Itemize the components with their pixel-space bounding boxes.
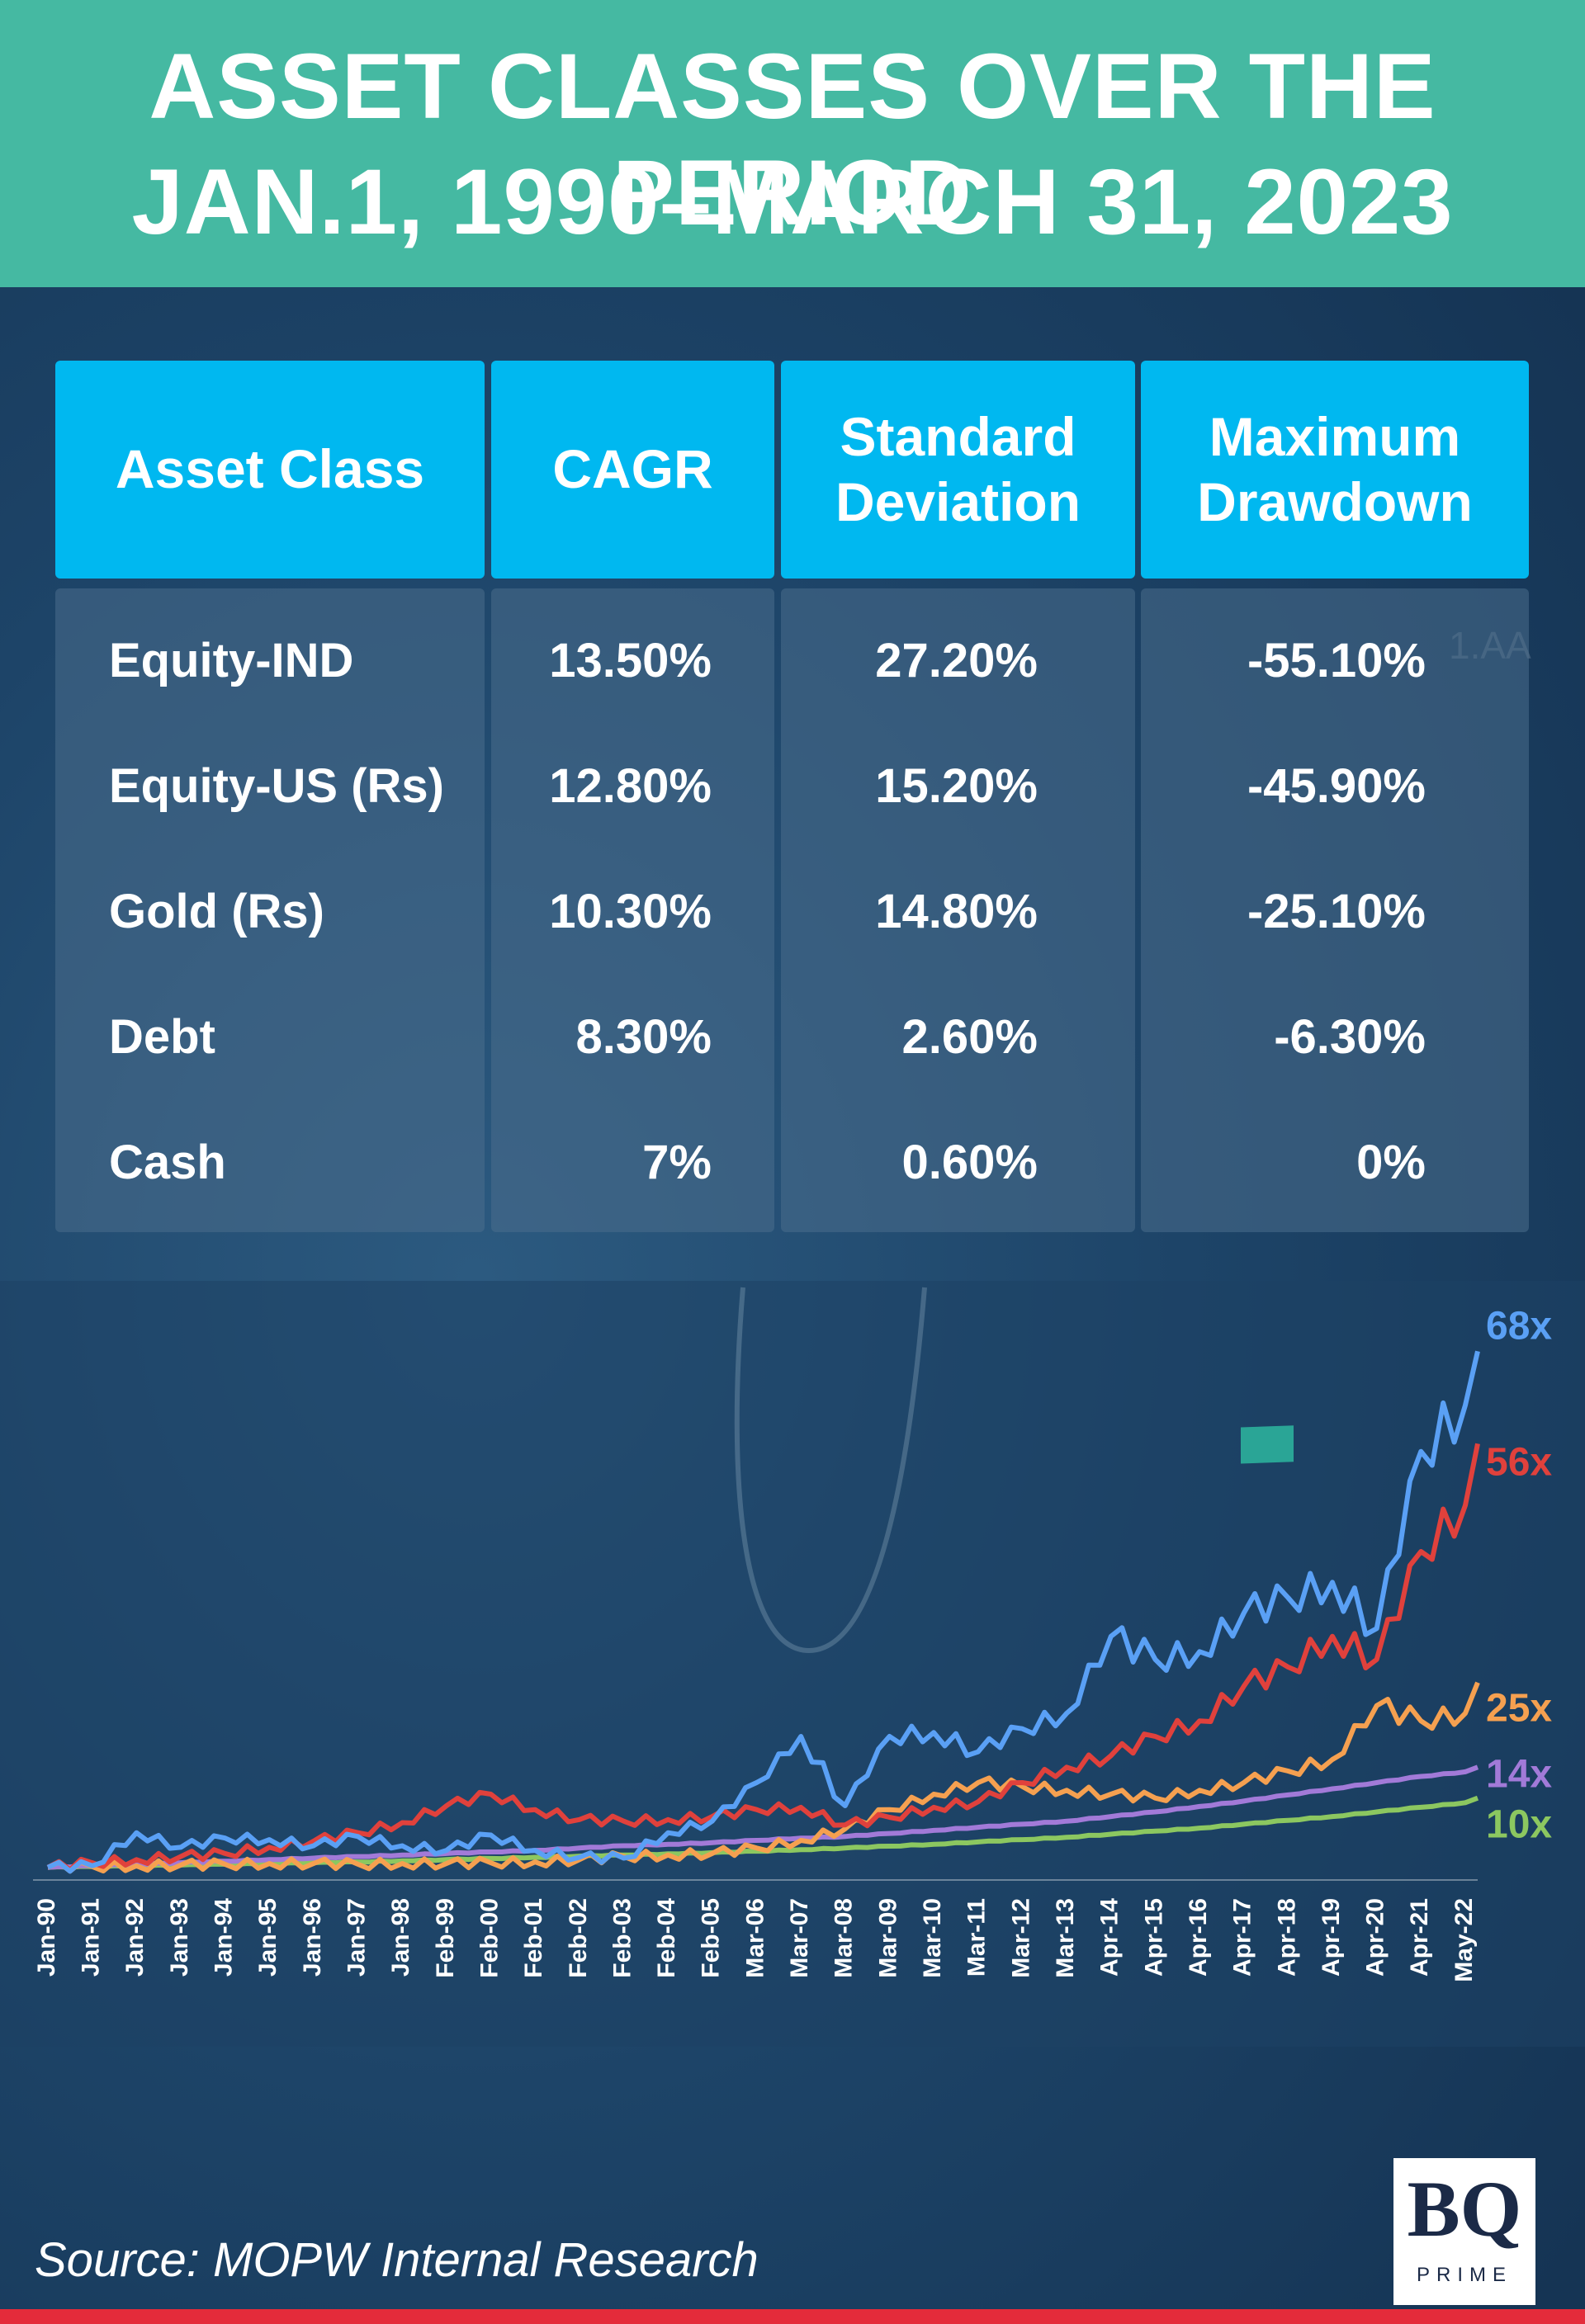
table-row-cagr: 10.30% (549, 885, 712, 938)
header-label: CAGR (552, 438, 713, 500)
table-row-cagr: 7% (642, 1136, 712, 1189)
x-tick-label: Jan-92 (121, 1898, 149, 1977)
x-tick-label: Mar-13 (1052, 1898, 1079, 1978)
x-tick-label: Mar-06 (741, 1898, 769, 1978)
table-row-asset: Equity-IND (109, 634, 354, 687)
x-tick-label: Jan-97 (343, 1898, 371, 1977)
column-maximum-drawdown (1141, 588, 1529, 1232)
bq-prime-logo: BQ PRIME (1393, 2158, 1535, 2305)
table-row-drawdown: -45.90% (1247, 759, 1426, 813)
x-tick-label: Mar-12 (1007, 1898, 1034, 1978)
logo-mark: BQ (1407, 2165, 1522, 2253)
header-cagr: CAGR (491, 361, 774, 579)
logo-subtext: PRIME (1416, 2264, 1512, 2286)
table-row-drawdown: 0% (1356, 1136, 1426, 1189)
series-line-10x (47, 1795, 1479, 1870)
table-row-std: 0.60% (901, 1136, 1038, 1189)
source-note: Source: MOPW Internal Research (35, 2233, 759, 2287)
header-standard-deviation: Standard Deviation (781, 361, 1135, 579)
series-line-14x (47, 1764, 1479, 1870)
x-tick-label: Feb-05 (698, 1898, 725, 1978)
table-row-cagr: 13.50% (549, 634, 712, 687)
x-tick-label: Jan-93 (166, 1898, 193, 1977)
x-tick-label: Apr-18 (1273, 1898, 1300, 1977)
x-tick-label: Apr-15 (1140, 1898, 1167, 1977)
chart-area (0, 1281, 1585, 2047)
column-asset-class (55, 588, 485, 1232)
x-tick-label: Apr-19 (1318, 1898, 1345, 1977)
table-row-std: 2.60% (901, 1010, 1038, 1064)
x-tick-label: Apr-16 (1185, 1898, 1212, 1977)
x-tick-label: Jan-95 (254, 1898, 282, 1977)
x-tick-label: Apr-20 (1362, 1898, 1389, 1977)
decor-box (1241, 1425, 1294, 1464)
table-row-drawdown: -6.30% (1274, 1010, 1426, 1064)
x-tick-label: Feb-00 (476, 1898, 504, 1978)
x-tick-label: Feb-01 (520, 1898, 547, 1978)
x-tick-label: Mar-10 (919, 1898, 946, 1978)
x-tick-label: Apr-21 (1406, 1898, 1433, 1977)
title-banner: ASSET CLASSES OVER THE PERIOD JAN.1, 199… (0, 0, 1585, 287)
bottom-accent-bar (0, 2309, 1585, 2324)
series-end-label: 10x (1486, 1803, 1552, 1847)
series-end-label: 14x (1486, 1753, 1552, 1797)
x-tick-label: Feb-99 (432, 1898, 459, 1978)
table-row-asset: Equity-US (Rs) (109, 759, 444, 813)
series-line-25x (46, 1681, 1480, 1874)
table-row-cagr: 12.80% (549, 759, 712, 813)
table-row-std: 15.20% (875, 759, 1038, 813)
series-end-label: 68x (1486, 1305, 1552, 1349)
x-tick-label: Mar-07 (786, 1898, 813, 1978)
column-cagr (491, 588, 774, 1232)
header-label: Asset Class (115, 438, 425, 500)
table-row-asset: Gold (Rs) (109, 885, 324, 938)
title-line-2: JAN.1, 1990–MARCH 31, 2023 (131, 150, 1454, 253)
table-row-drawdown: -55.10% (1247, 634, 1426, 687)
x-tick-label: Jan-94 (211, 1898, 238, 1977)
header-maximum-drawdown: Maximum Drawdown (1141, 361, 1529, 579)
series-end-label: 25x (1486, 1687, 1552, 1731)
header-asset-class: Asset Class (55, 361, 485, 579)
background-curve (734, 1287, 927, 1654)
x-tick-label: Apr-17 (1229, 1898, 1256, 1977)
x-tick-label: Mar-09 (874, 1898, 901, 1978)
x-tick-label: Jan-96 (299, 1898, 326, 1977)
column-standard-deviation (781, 588, 1135, 1232)
x-tick-label: Feb-03 (608, 1898, 636, 1978)
x-tick-label: Apr-14 (1096, 1898, 1124, 1977)
table-row-cagr: 8.30% (575, 1010, 712, 1064)
table-row-asset: Debt (109, 1010, 215, 1064)
header-label: Maximum Drawdown (1197, 405, 1473, 532)
x-tick-label: Feb-02 (565, 1898, 592, 1978)
x-tick-label: Jan-91 (78, 1898, 105, 1977)
x-tick-label: Mar-08 (830, 1898, 858, 1978)
table-row-asset: Cash (109, 1136, 226, 1189)
x-tick-label: Jan-98 (387, 1898, 414, 1977)
series-line-56x (46, 1443, 1480, 1873)
x-tick-label: Mar-11 (963, 1898, 991, 1977)
table-row-std: 14.80% (875, 885, 1038, 938)
x-tick-label: Feb-04 (653, 1898, 680, 1978)
series-line-68x (46, 1350, 1480, 1874)
series-end-label: 56x (1486, 1441, 1552, 1485)
table-row-std: 27.20% (875, 634, 1038, 687)
x-tick-label: Jan-90 (33, 1898, 60, 1977)
title-line-1: ASSET CLASSES OVER THE PERIOD (149, 35, 1436, 244)
table-row-drawdown: -25.10% (1247, 885, 1426, 938)
header-label: Standard Deviation (835, 405, 1081, 532)
x-tick-label: May-22 (1450, 1898, 1478, 1982)
